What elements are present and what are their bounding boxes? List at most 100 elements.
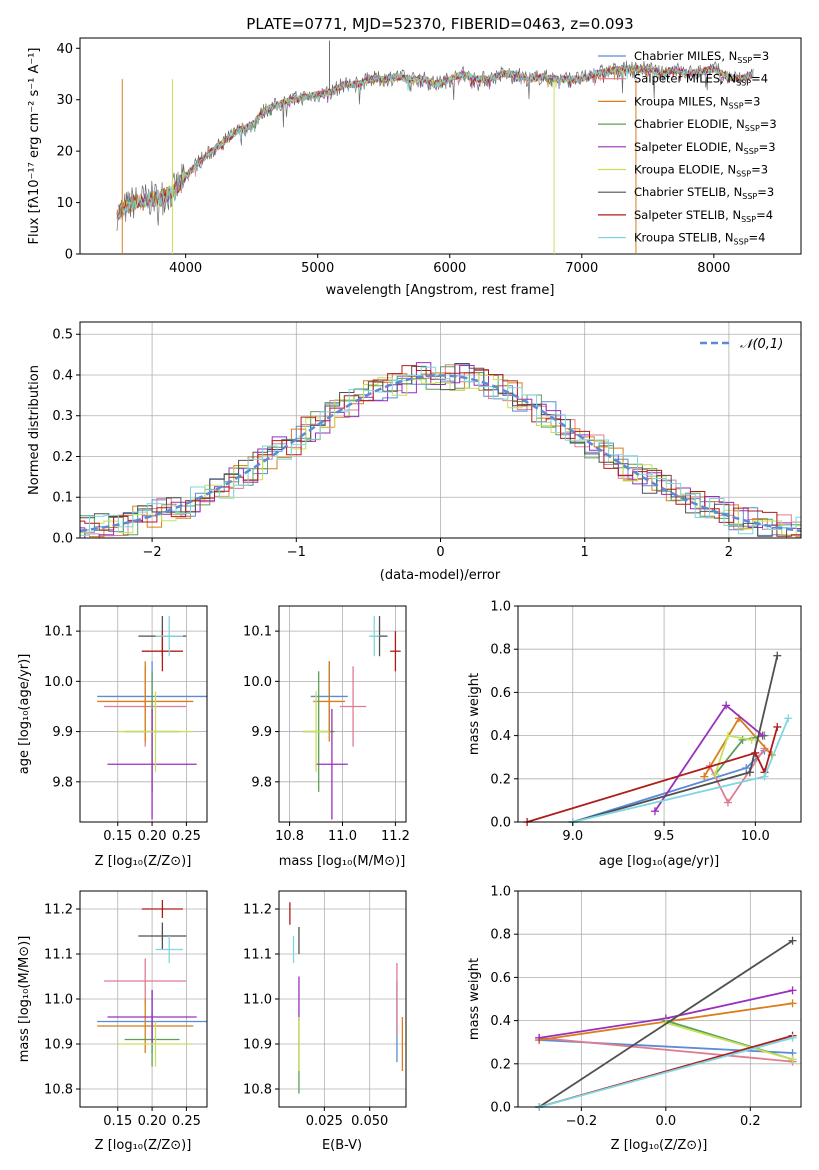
residual-histogram — [80, 362, 801, 539]
figure-title: PLATE=0771, MJD=52370, FIBERID=0463, z=0… — [246, 15, 633, 33]
y-tick-label: 0.6 — [490, 971, 511, 986]
x-tick-label: 0.15 — [103, 829, 132, 844]
y-tick-label: 20 — [56, 145, 73, 160]
y-tick-label: 0.8 — [490, 928, 511, 943]
y-tick-label: 10 — [56, 196, 73, 211]
y-tick-label: 0.5 — [52, 328, 73, 343]
residuals-x-label: (data-model)/error — [380, 568, 501, 583]
x-tick-label: 4000 — [169, 261, 202, 276]
y-tick-label: 10.1 — [44, 625, 73, 640]
x-tick-label: 2 — [725, 545, 733, 560]
age-mass-plot-area — [302, 616, 401, 820]
weight-line — [538, 1037, 793, 1108]
x-tick-label: 6000 — [433, 261, 466, 276]
mass-ebv-ticks: 0.025 0.050 10.8 10.9 11.0 11.1 11.2 — [243, 903, 388, 1130]
spectrum-ticks: 4000 5000 6000 7000 8000 0 10 20 30 40 — [56, 42, 730, 276]
weight-z-x-label: Z [log₁₀(Z/Z⊙)] — [611, 1138, 708, 1153]
x-tick-label: 7000 — [565, 261, 598, 276]
mass-z-y-label: mass [log₁₀(M/M⊙)] — [17, 936, 32, 1063]
y-tick-label: 9.8 — [251, 775, 272, 790]
normal-curve — [79, 374, 802, 533]
x-tick-label: 10.0 — [741, 829, 770, 844]
y-tick-label: 0.0 — [52, 532, 73, 547]
weight-line — [526, 726, 779, 823]
x-tick-label: 0.15 — [103, 1114, 132, 1129]
spectrum-line — [116, 64, 754, 219]
weight-age-x-label: age [log₁₀(age/yr)] — [599, 854, 720, 869]
legend-label: Kroupa STELIB, NSSP=4 — [634, 231, 765, 247]
weight-line — [572, 750, 766, 823]
y-tick-label: 0.3 — [52, 409, 73, 424]
y-tick-label: 11.2 — [44, 903, 73, 918]
y-tick-label: 0.2 — [52, 450, 73, 465]
mass-ebv-plot-area — [289, 902, 404, 1094]
residual-histogram — [80, 366, 801, 536]
x-tick-label: 9.5 — [654, 829, 675, 844]
y-tick-label: 0.4 — [52, 368, 73, 383]
mass-z-x-label: Z [log₁₀(Z/Z⊙)] — [95, 1138, 192, 1153]
y-tick-label: 10.0 — [44, 675, 73, 690]
weight-z-y-label: mass weight — [467, 958, 482, 1040]
age-z-x-label: Z [log₁₀(Z/Z⊙)] — [95, 854, 192, 869]
spectrum-legend: Chabrier MILES, NSSP=3 Salpeter MILES, NS… — [598, 49, 777, 247]
weight-age-y-label: mass weight — [467, 673, 482, 755]
residuals-legend: 𝒩(0,1) — [700, 337, 783, 352]
y-tick-label: 0.6 — [490, 686, 511, 701]
weight-z-frame — [517, 890, 802, 1108]
y-tick-label: 11.1 — [243, 948, 272, 963]
mass-ebv-x-label: E(B-V) — [322, 1138, 362, 1153]
legend-label: Salpeter ELODIE, NSSP=3 — [634, 140, 776, 156]
x-tick-label: 5000 — [301, 261, 334, 276]
y-tick-label: 0.0 — [490, 1101, 511, 1116]
x-tick-label: 0.0 — [655, 1114, 676, 1129]
spectrum-y-label: Flux [fλ10⁻¹⁷ erg cm⁻² s⁻¹ A⁻¹] — [27, 48, 42, 245]
y-tick-label: 0.1 — [52, 491, 73, 506]
y-tick-label: 0.0 — [490, 816, 511, 831]
residuals-y-label: Normed distribution — [27, 365, 42, 495]
y-tick-label: 11.0 — [44, 993, 73, 1008]
age-mass-x-label: mass [log₁₀(M/M⊙)] — [279, 854, 406, 869]
panel-spectrum: 4000 5000 6000 7000 8000 0 10 20 30 40 Chabrier M… — [27, 37, 802, 298]
panel-mass-vs-EBV: 0.025 0.050 10.8 10.9 11.0 11.1 11.2 E(B-V) — [243, 890, 407, 1153]
age-z-ticks: 0.15 0.20 0.25 9.8 9.9 10.0 10.1 — [44, 625, 201, 844]
mass-z-plot-area — [97, 900, 207, 1067]
x-tick-label: 0.20 — [138, 829, 167, 844]
y-tick-label: 0.2 — [490, 1057, 511, 1072]
weight-line — [665, 1021, 793, 1061]
spectrum-x-label: wavelength [Angstrom, rest frame] — [326, 283, 555, 298]
panel-weight-vs-age: 9.0 9.5 10.0 0.0 0.2 0.4 0.6 0.8 1.0 age [log₁₀(… — [467, 600, 802, 869]
legend-label: Kroupa MILES, NSSP=3 — [634, 94, 760, 110]
panel-residuals: −2 −1 0 1 2 0.0 0.1 0.2 0.3 0.4 0.5 𝒩(0,1) (data-m… — [27, 321, 802, 583]
legend-label: Salpeter STELIB, NSSP=4 — [634, 208, 773, 224]
weight-age-frame — [517, 605, 802, 823]
residuals-plot-area — [79, 362, 802, 539]
x-tick-label: 1 — [581, 545, 589, 560]
x-tick-label: 0.20 — [138, 1114, 167, 1129]
x-tick-label: −1 — [287, 545, 306, 560]
age-mass-grid — [279, 606, 406, 822]
y-tick-label: 10.8 — [243, 1083, 272, 1098]
legend-label: Salpeter MILES, NSSP=4 — [634, 72, 768, 88]
x-tick-label: 0.025 — [306, 1114, 343, 1129]
legend-label: Kroupa ELODIE, NSSP=3 — [634, 163, 768, 179]
x-tick-label: −0.2 — [566, 1114, 598, 1129]
y-tick-label: 9.8 — [52, 775, 73, 790]
panel-mass-vs-Z: 0.15 0.20 0.25 10.8 10.9 11.0 11.1 11.2 Z [log₁… — [17, 890, 208, 1153]
x-tick-label: 11.2 — [381, 829, 410, 844]
weight-z-ticks: −0.2 0.0 0.2 0.0 0.2 0.4 0.6 0.8 1.0 — [490, 885, 760, 1130]
mass-z-grid — [80, 891, 207, 1107]
x-tick-label: 10.8 — [275, 829, 304, 844]
y-tick-label: 9.9 — [52, 725, 73, 740]
y-tick-label: 1.0 — [490, 885, 511, 900]
weight-line — [572, 717, 790, 823]
x-tick-label: 11.0 — [328, 829, 357, 844]
y-tick-label: 11.0 — [243, 993, 272, 1008]
y-tick-label: 30 — [56, 93, 73, 108]
legend-normal-label: 𝒩(0,1) — [740, 337, 783, 352]
legend-label: Chabrier ELODIE, NSSP=3 — [634, 117, 777, 133]
mass-ebv-grid — [279, 891, 406, 1107]
legend-label: Chabrier STELIB, NSSP=3 — [634, 185, 774, 201]
y-tick-label: 9.9 — [251, 725, 272, 740]
age-z-y-label: age [log₁₀(age/yr)] — [17, 654, 32, 775]
y-tick-label: 10.9 — [243, 1038, 272, 1053]
